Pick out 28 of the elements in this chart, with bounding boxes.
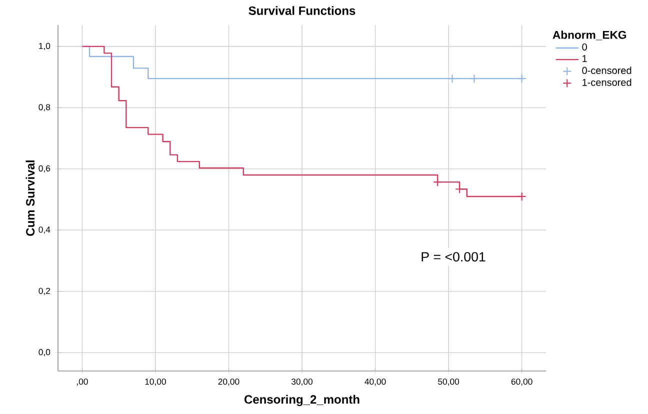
x-tick-label: 40,00 — [364, 378, 386, 386]
point — [455, 184, 464, 194]
x-tick-label: 30,00 — [291, 378, 312, 386]
y-tick-label: 1,0 — [39, 42, 50, 50]
annotation: P = <0.001 — [422, 252, 486, 262]
x-axis-title: Censoring_2_month — [244, 394, 360, 406]
y-tick-label: 0,4 — [38, 226, 50, 234]
point — [448, 74, 457, 84]
point — [517, 74, 526, 84]
y-tick-label: 0,0 — [38, 349, 50, 356]
legend-label: 1-censored — [582, 78, 632, 86]
x-tick-label: 10,00 — [145, 378, 166, 386]
y-axis-title: Cum Survival — [26, 160, 35, 236]
point — [433, 178, 442, 187]
point — [470, 74, 479, 84]
x-tick-label: 60,00 — [511, 378, 532, 386]
legend-title: Abnorm_EKG — [552, 30, 626, 40]
point — [517, 192, 526, 202]
legend-label: 0 — [582, 43, 587, 51]
legend-label: 0-censored — [582, 66, 632, 74]
x-tick-label: ,00 — [76, 378, 88, 386]
x-tick-label: 20,00 — [218, 378, 240, 386]
y-tick-label: 0,2 — [38, 288, 50, 295]
y-tick-label: 0,8 — [38, 104, 50, 112]
legend-label: 1 — [582, 55, 587, 62]
x-tick-label: 50,00 — [438, 378, 460, 386]
chart-title: Survival Functions — [248, 6, 356, 15]
y-tick-label: 0,6 — [38, 165, 50, 172]
